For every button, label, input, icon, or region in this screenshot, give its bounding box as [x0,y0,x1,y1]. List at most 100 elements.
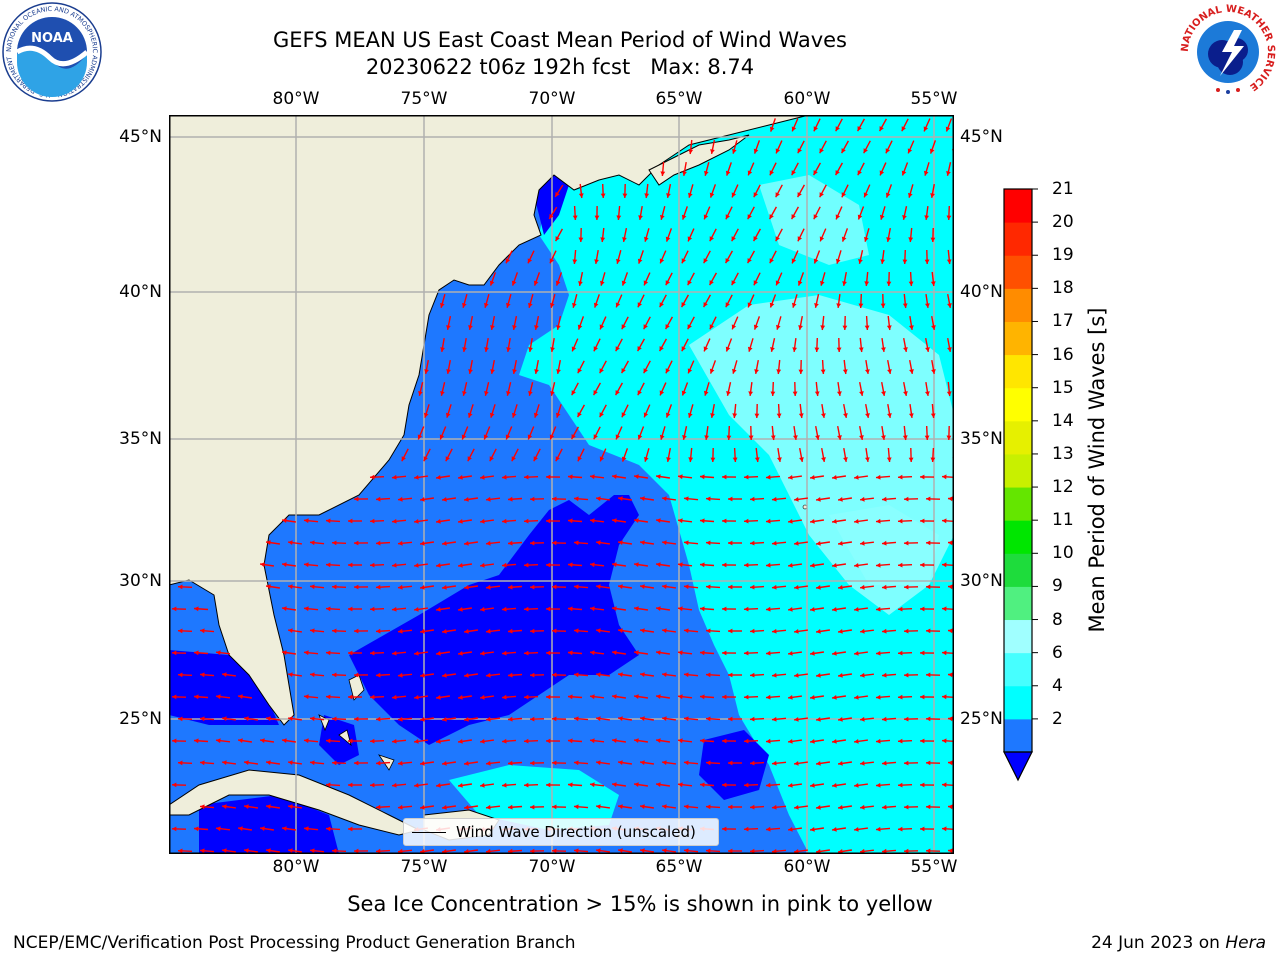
direction-arrow-head [687,280,692,286]
direction-arrow-head [640,804,645,809]
direction-arrow-head [860,672,865,678]
direction-arrow-head [326,782,331,788]
direction-arrow-head [791,214,796,220]
direction-arrow-head [687,236,693,242]
direction-arrow-head [854,739,859,744]
direction-arrow-head [644,456,649,462]
direction-arrow-head [942,694,947,700]
direction-arrow-head [832,739,837,744]
direction-arrow-head [612,738,617,743]
direction-arrow-head [484,302,489,308]
direction-arrow-head [423,412,429,418]
direction-arrow-head [722,738,727,744]
direction-arrow-head [594,215,600,220]
direction-arrow-head [703,346,709,352]
direction-arrow-head [550,302,555,308]
direction-arrow-head [681,214,687,220]
direction-arrow-head [572,215,578,220]
direction-arrow-head [903,391,908,396]
footer-machine: Hera [1225,933,1266,953]
colorbar-bin [1004,453,1032,488]
direction-arrow-head [909,369,914,374]
direction-arrow-head [348,518,353,524]
direction-arrow-head [744,518,749,524]
direction-arrow-head [172,694,177,700]
direction-arrow-head [634,782,639,787]
direction-arrow-head [376,628,381,634]
direction-arrow-head [524,738,529,744]
direction-arrow-head [634,650,639,655]
direction-arrow-head [637,258,643,264]
direction-arrow-head [304,562,309,568]
ocean-below-2s-region [699,730,769,800]
direction-arrow-head [920,782,925,788]
direction-arrow-head [288,848,293,853]
direction-arrow-head [881,347,886,352]
direction-arrow-head [819,236,825,242]
direction-arrow-head [860,628,865,634]
direction-arrow-head [332,628,337,634]
direction-arrow-head [832,783,837,788]
direction-arrow-head [920,738,925,744]
direction-arrow-head [552,672,557,678]
ocean-below-2s-region [349,495,639,745]
direction-arrow-head [678,650,683,656]
direction-arrow-head [907,148,913,154]
direction-arrow-head [555,280,561,286]
direction-arrow-head [772,848,777,854]
direction-arrow-head [618,584,623,589]
lat-tick-left: 40°N [119,282,162,302]
direction-arrow-head [577,456,582,462]
direction-arrow-head [326,562,331,568]
direction-arrow-head [348,826,353,832]
direction-arrow-head [732,368,737,374]
direction-arrow-head [266,848,271,853]
direction-arrow-head [684,540,689,546]
direction-arrow-head [700,738,705,744]
direction-arrow-head [637,346,642,352]
direction-arrow-head [766,518,771,524]
direction-arrow-head [420,805,425,810]
direction-arrow-head [728,496,733,502]
direction-arrow-head [244,804,249,809]
direction-arrow-head [857,170,862,176]
direction-arrow-head [942,826,947,832]
direction-arrow-head [486,804,491,810]
direction-arrow-head [464,673,469,678]
direction-arrow-head [775,236,780,242]
ocean-4-6s-region [449,765,619,830]
direction-arrow-head [288,760,293,765]
direction-arrow-head [946,391,952,396]
direction-arrow-head [688,192,693,198]
ocean-below-2s-region [199,795,339,854]
direction-arrow-head [857,126,862,132]
direction-arrow-head [506,302,511,308]
direction-arrow-head [616,258,621,264]
direction-arrow-head [816,541,821,546]
direction-arrow-head [414,739,419,744]
direction-arrow-head [376,540,381,546]
direction-arrow-head [244,716,249,721]
direction-arrow-head [728,584,733,590]
direction-arrow-head [440,391,445,396]
direction-arrow-head [810,739,815,744]
direction-arrow-head [924,435,930,440]
direction-arrow-head [222,804,227,809]
direction-arrow-head [502,606,507,612]
direction-arrow-head [458,607,463,612]
direction-arrow-head [770,435,776,440]
direction-arrow-head [684,628,689,634]
direction-arrow-head [546,694,551,700]
direction-arrow-head [392,738,397,744]
direction-arrow-head [552,760,557,766]
direction-arrow-head [640,760,645,765]
direction-arrow-head [858,259,863,264]
direction-arrow-head [354,628,359,634]
direction-arrow-head [596,760,601,766]
direction-arrow-head [942,650,947,656]
direction-arrow-head [942,562,947,568]
direction-arrow-head [842,325,848,330]
direction-arrow-head [392,518,397,524]
direction-arrow-head [376,496,381,502]
direction-arrow-head [931,369,936,374]
